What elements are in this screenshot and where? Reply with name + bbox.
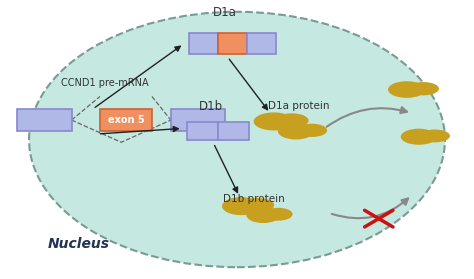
Ellipse shape: [246, 207, 280, 223]
FancyBboxPatch shape: [17, 109, 72, 131]
Text: D1a: D1a: [213, 6, 237, 19]
Text: CCND1 pre-mRNA: CCND1 pre-mRNA: [61, 78, 148, 88]
Ellipse shape: [278, 123, 314, 140]
FancyBboxPatch shape: [189, 33, 218, 54]
FancyBboxPatch shape: [171, 109, 225, 131]
Ellipse shape: [401, 129, 437, 145]
Ellipse shape: [242, 198, 274, 212]
Text: exon 5: exon 5: [108, 115, 144, 125]
Ellipse shape: [297, 124, 327, 137]
FancyBboxPatch shape: [100, 109, 152, 131]
Ellipse shape: [275, 113, 309, 128]
Ellipse shape: [29, 12, 445, 267]
Ellipse shape: [264, 208, 292, 221]
FancyBboxPatch shape: [218, 122, 249, 140]
Ellipse shape: [408, 82, 439, 95]
FancyBboxPatch shape: [218, 33, 247, 54]
FancyBboxPatch shape: [187, 122, 218, 140]
Text: Nucleus: Nucleus: [48, 237, 110, 251]
Text: D1b: D1b: [199, 100, 223, 113]
FancyBboxPatch shape: [247, 33, 276, 54]
Text: D1b protein: D1b protein: [223, 194, 284, 204]
Ellipse shape: [222, 197, 260, 215]
Ellipse shape: [254, 112, 294, 131]
Ellipse shape: [420, 129, 450, 142]
Ellipse shape: [388, 81, 426, 98]
Text: D1a protein: D1a protein: [268, 101, 329, 111]
